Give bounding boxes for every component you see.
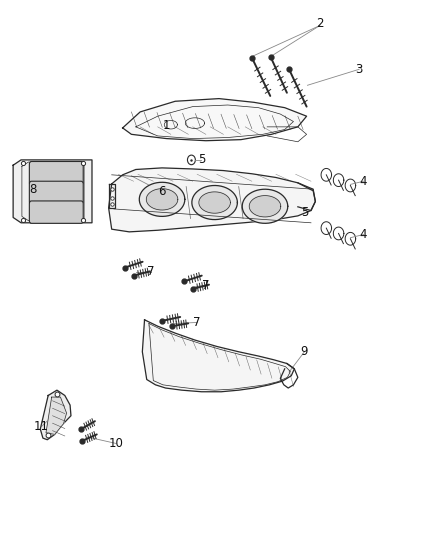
Text: 4: 4 (360, 228, 367, 241)
Text: 10: 10 (109, 437, 124, 450)
Polygon shape (146, 189, 178, 210)
Polygon shape (242, 189, 288, 223)
FancyBboxPatch shape (29, 201, 83, 223)
Polygon shape (109, 168, 315, 232)
Polygon shape (32, 184, 81, 201)
FancyBboxPatch shape (29, 181, 83, 204)
Text: 1: 1 (162, 119, 170, 132)
Polygon shape (142, 320, 294, 392)
Text: 7: 7 (147, 265, 155, 278)
Text: 9: 9 (300, 345, 308, 358)
Polygon shape (192, 185, 237, 220)
Polygon shape (199, 192, 230, 213)
Text: 3: 3 (356, 63, 363, 76)
Polygon shape (123, 99, 307, 141)
Text: 8: 8 (29, 183, 36, 196)
Polygon shape (139, 182, 185, 216)
Text: 5: 5 (301, 206, 308, 219)
Text: 4: 4 (360, 175, 367, 188)
Text: 2: 2 (316, 18, 324, 30)
Polygon shape (40, 390, 71, 440)
Polygon shape (32, 164, 81, 182)
Polygon shape (13, 160, 92, 223)
Text: 7: 7 (193, 316, 201, 329)
Text: 5: 5 (198, 154, 205, 166)
Text: 11: 11 (34, 420, 49, 433)
Text: 7: 7 (202, 279, 210, 292)
FancyBboxPatch shape (29, 161, 83, 185)
Polygon shape (46, 397, 67, 434)
Polygon shape (249, 196, 281, 217)
Text: 6: 6 (158, 185, 166, 198)
Polygon shape (32, 204, 81, 221)
